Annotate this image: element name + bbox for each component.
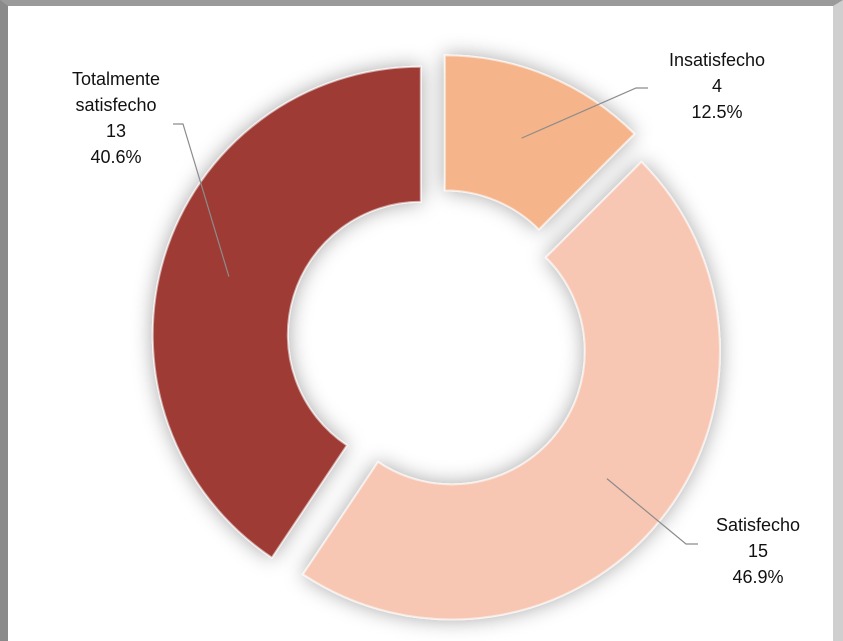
label-line: 46.9%	[732, 567, 783, 587]
slice-label-totalmente-satisfecho: Totalmente satisfecho 13 40.6%	[72, 69, 160, 167]
donut-slice-satisfecho	[301, 160, 721, 621]
donut-slice-insatisfecho	[443, 54, 636, 231]
label-line: 12.5%	[691, 102, 742, 122]
leader-lines	[173, 87, 698, 545]
label-line: 40.6%	[90, 147, 141, 167]
leader-line	[521, 87, 648, 139]
leader-line	[173, 123, 230, 277]
label-line: Insatisfecho	[669, 50, 765, 70]
label-line: 15	[748, 541, 768, 561]
label-line: 13	[106, 121, 126, 141]
label-line: Satisfecho	[716, 515, 800, 535]
donut-slices	[151, 54, 721, 621]
donut-slice-totalmente-satisfecho	[151, 65, 422, 559]
label-line: satisfecho	[75, 95, 156, 115]
label-line: Totalmente	[72, 69, 160, 89]
slice-label-satisfecho: Satisfecho 15 46.9%	[716, 515, 800, 587]
label-line: 4	[712, 76, 722, 96]
leader-line	[606, 478, 698, 545]
slice-label-insatisfecho: Insatisfecho 4 12.5%	[669, 50, 765, 122]
